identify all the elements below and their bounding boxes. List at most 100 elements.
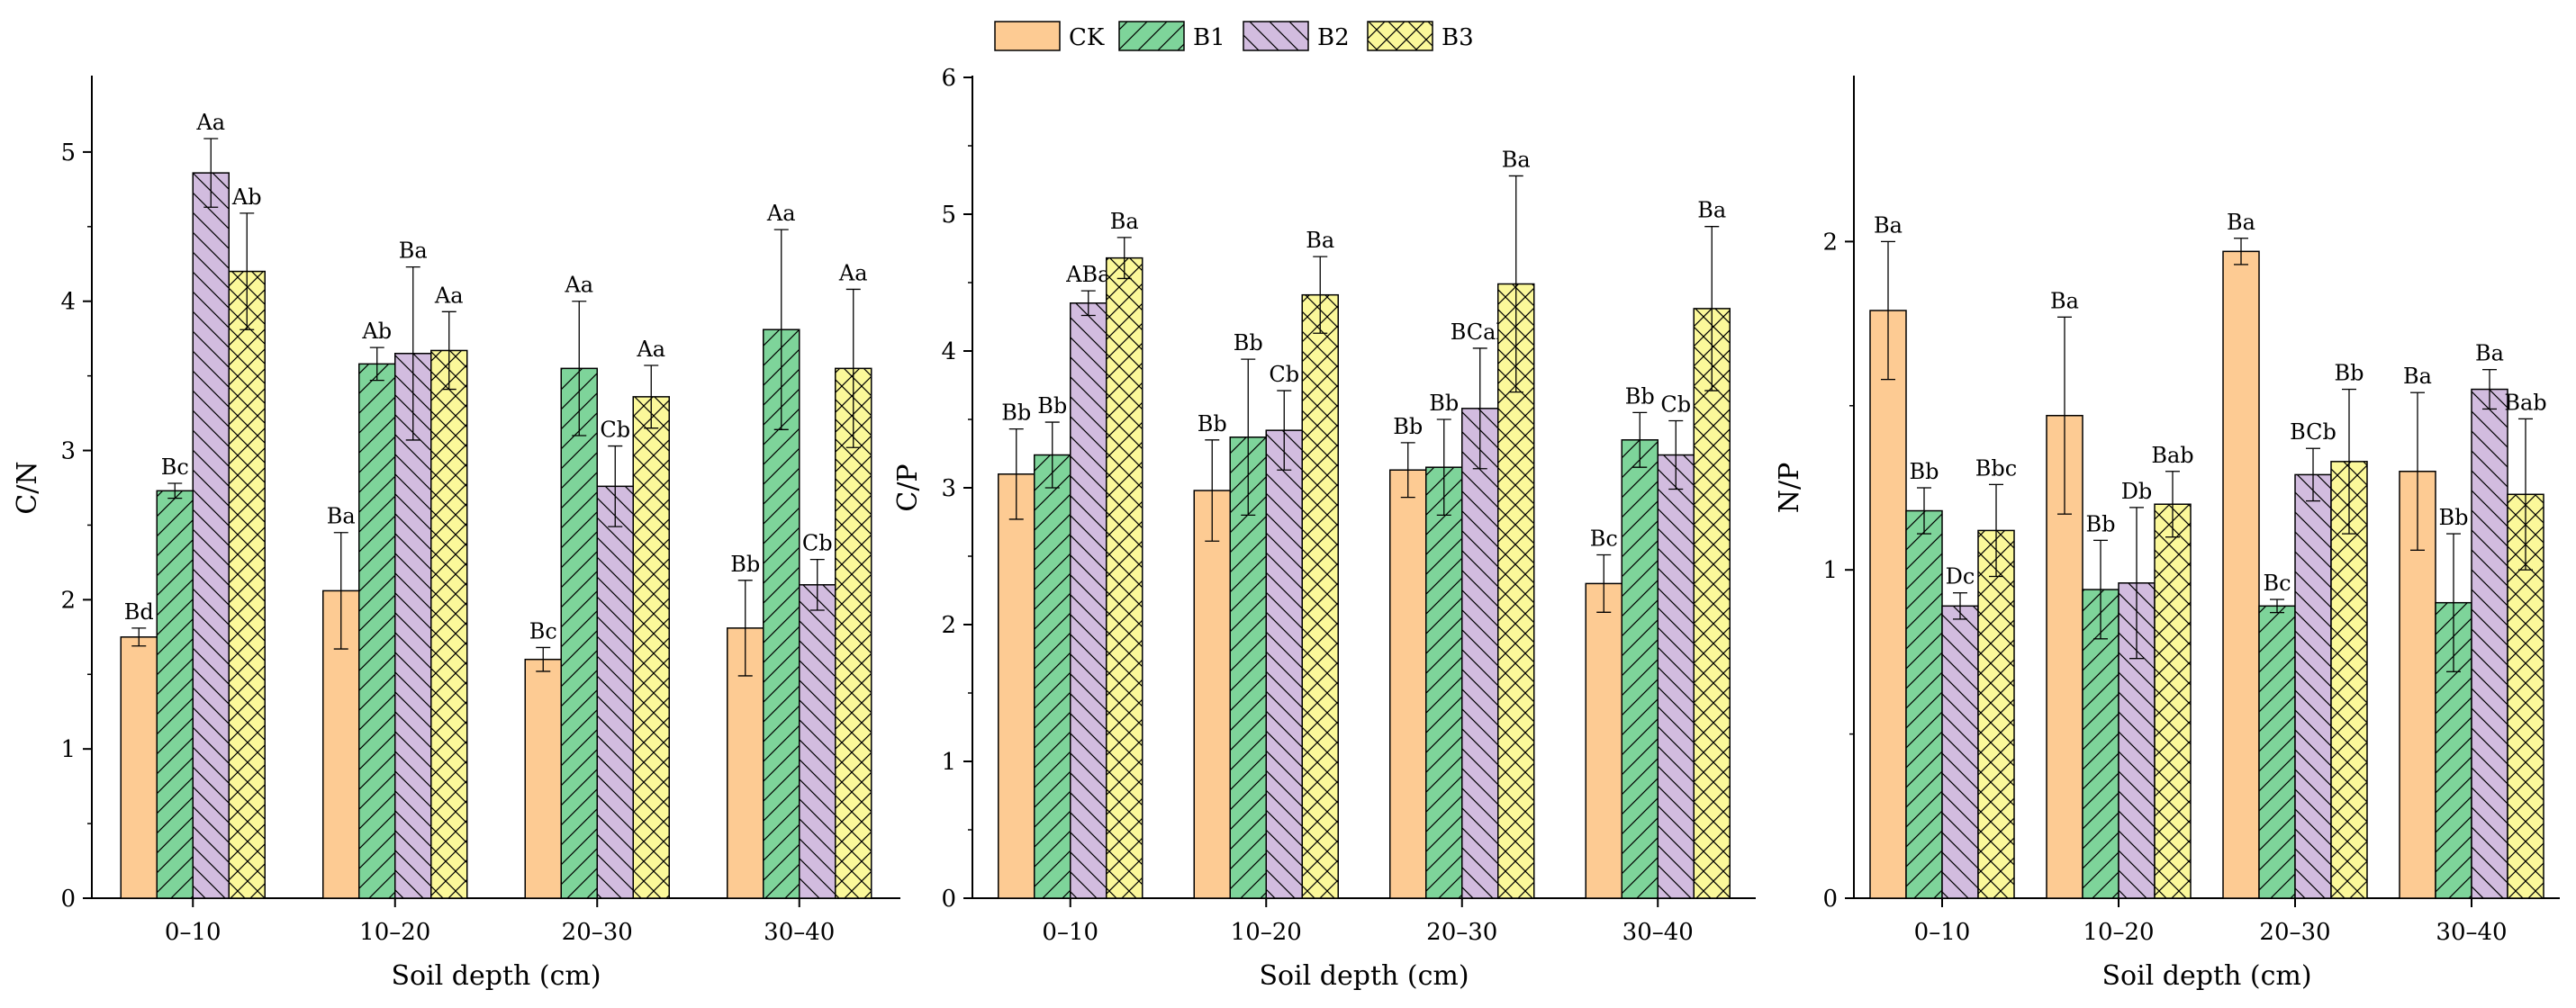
significance-label: Db [2121,479,2153,504]
significance-label: Aa [766,201,796,226]
significance-label: Ba [2475,341,2504,366]
legend-label-b3: B3 [1442,24,1474,51]
y-tick-label: 1 [1822,557,1838,584]
legend-swatch-ck [994,21,1061,51]
bar-hatch-cn-b3 [229,271,266,899]
significance-label: Bb [1393,414,1423,439]
significance-label: Bb [730,552,760,577]
legend-item-b3: B3 [1367,21,1474,51]
y-tick-label: 3 [60,438,76,465]
significance-label: Aa [636,337,665,362]
bar-hatch-cn-b2 [193,173,230,898]
significance-label: ABa [1065,262,1110,287]
significance-label: Bb [1198,411,1227,436]
legend-label-b1: B1 [1193,24,1225,51]
significance-label: Ba [2403,364,2432,389]
significance-label: Ba [2227,210,2255,235]
y-tick-label: 5 [60,140,76,166]
bar-hatch-cn-b2 [799,584,836,898]
x-axis-label: Soil depth (cm) [1259,960,1469,992]
significance-label: Bab [2151,443,2193,468]
significance-label: Bab [2504,390,2546,415]
legend: CK B1 B2 B3 [994,21,1474,51]
significance-label: Ab [231,184,262,210]
bar-hatch-cn-b2 [597,486,634,898]
bar-hatch-cn-b2 [394,353,431,898]
significance-label: Bb [1625,383,1655,409]
significance-label: Ba [399,238,428,264]
significance-label: Bb [1234,330,1263,356]
significance-label: Ba [2050,288,2079,313]
x-tick-label: 0–10 [165,919,221,946]
bar-hatch-cn-b1 [561,368,598,898]
significance-label: Bb [1001,400,1031,426]
bar-hatch-cp-b2 [1266,430,1303,898]
significance-label: Ba [1697,198,1726,223]
significance-label: Aa [838,260,868,285]
y-tick-label: 4 [60,289,76,316]
significance-label: Ba [327,504,356,529]
significance-label: Cb [1660,392,1691,418]
bar-hatch-np-b2 [2295,474,2331,898]
bar-cp-ck [998,473,1035,899]
bar-hatch-cp-b2 [1461,408,1498,899]
significance-label: Bb [1429,391,1459,416]
significance-label: BCb [2290,419,2336,445]
y-tick-label: 5 [941,202,956,229]
bar-cn-ck [120,636,158,899]
significance-label: Bbc [1975,455,2017,481]
x-tick-label: 30–40 [764,919,835,946]
significance-label: Bc [2263,571,2291,596]
bar-hatch-cp-b1 [1622,439,1659,898]
bar-cp-ck [1193,490,1231,899]
x-tick-label: 0–10 [1042,919,1098,946]
bar-hatch-np-b1 [2083,590,2119,898]
bar-hatch-np-b1 [1906,510,1942,898]
significance-label: Ba [1110,209,1139,234]
x-tick-label: 20–30 [562,919,633,946]
y-tick-label: 0 [1822,886,1838,913]
legend-label-ck: CK [1069,24,1105,51]
y-tick-label: 2 [60,587,76,614]
bar-np-ck [1869,310,1907,899]
bar-hatch-cp-b2 [1658,454,1695,898]
bar-hatch-np-b1 [2259,606,2295,898]
x-axis-label: Soil depth (cm) [2101,960,2311,992]
bar-hatch-cp-b2 [1070,302,1107,898]
bar-hatch-np-b2 [2472,389,2508,898]
significance-label: Bb [2439,505,2469,530]
significance-label: Aa [434,283,464,308]
significance-label: Aa [195,110,225,135]
x-axis-label: Soil depth (cm) [391,960,601,992]
x-tick-label: 20–30 [2259,919,2330,946]
bar-cp-ck [1585,582,1622,899]
x-tick-label: 0–10 [1914,919,1971,946]
y-tick-label: 4 [941,338,956,365]
significance-label: Cb [802,531,833,556]
y-tick-label: 1 [60,736,76,763]
x-tick-label: 10–20 [359,919,430,946]
significance-label: Bc [161,454,189,480]
y-tick-label: 0 [60,886,76,913]
bar-hatch-cp-b1 [1034,454,1071,898]
legend-label-b2: B2 [1317,24,1350,51]
bar-np-ck [2222,250,2260,899]
y-tick-label: 2 [941,612,956,639]
bar-hatch-cn-b3 [835,368,872,898]
panel-cn: 0 1 2 3 4 5 C/N Soil depth (cm) 0–10 Bd Bc Aa Ab 10–2… [12,76,900,992]
y-axis-label: C/P [892,464,924,511]
bar-hatch-np-b2 [1942,606,1978,898]
bar-hatch-cn-b3 [430,350,467,898]
bar-cn-ck [524,658,562,899]
significance-label: Aa [564,273,593,298]
x-tick-label: 30–40 [1622,919,1694,946]
y-axis-label: N/P [1774,463,1805,514]
panel-np: 0 1 2 N/P Soil depth (cm) 0–10 Ba Bb Dc Bbc 10–20 B… [1774,76,2560,992]
bar-hatch-cp-b3 [1106,257,1143,898]
significance-label: Ba [1502,147,1531,172]
significance-label: Bb [1910,459,1939,484]
y-tick-label: 2 [1822,229,1838,256]
bar-hatch-cn-b1 [358,364,395,898]
y-tick-label: 3 [941,475,956,502]
